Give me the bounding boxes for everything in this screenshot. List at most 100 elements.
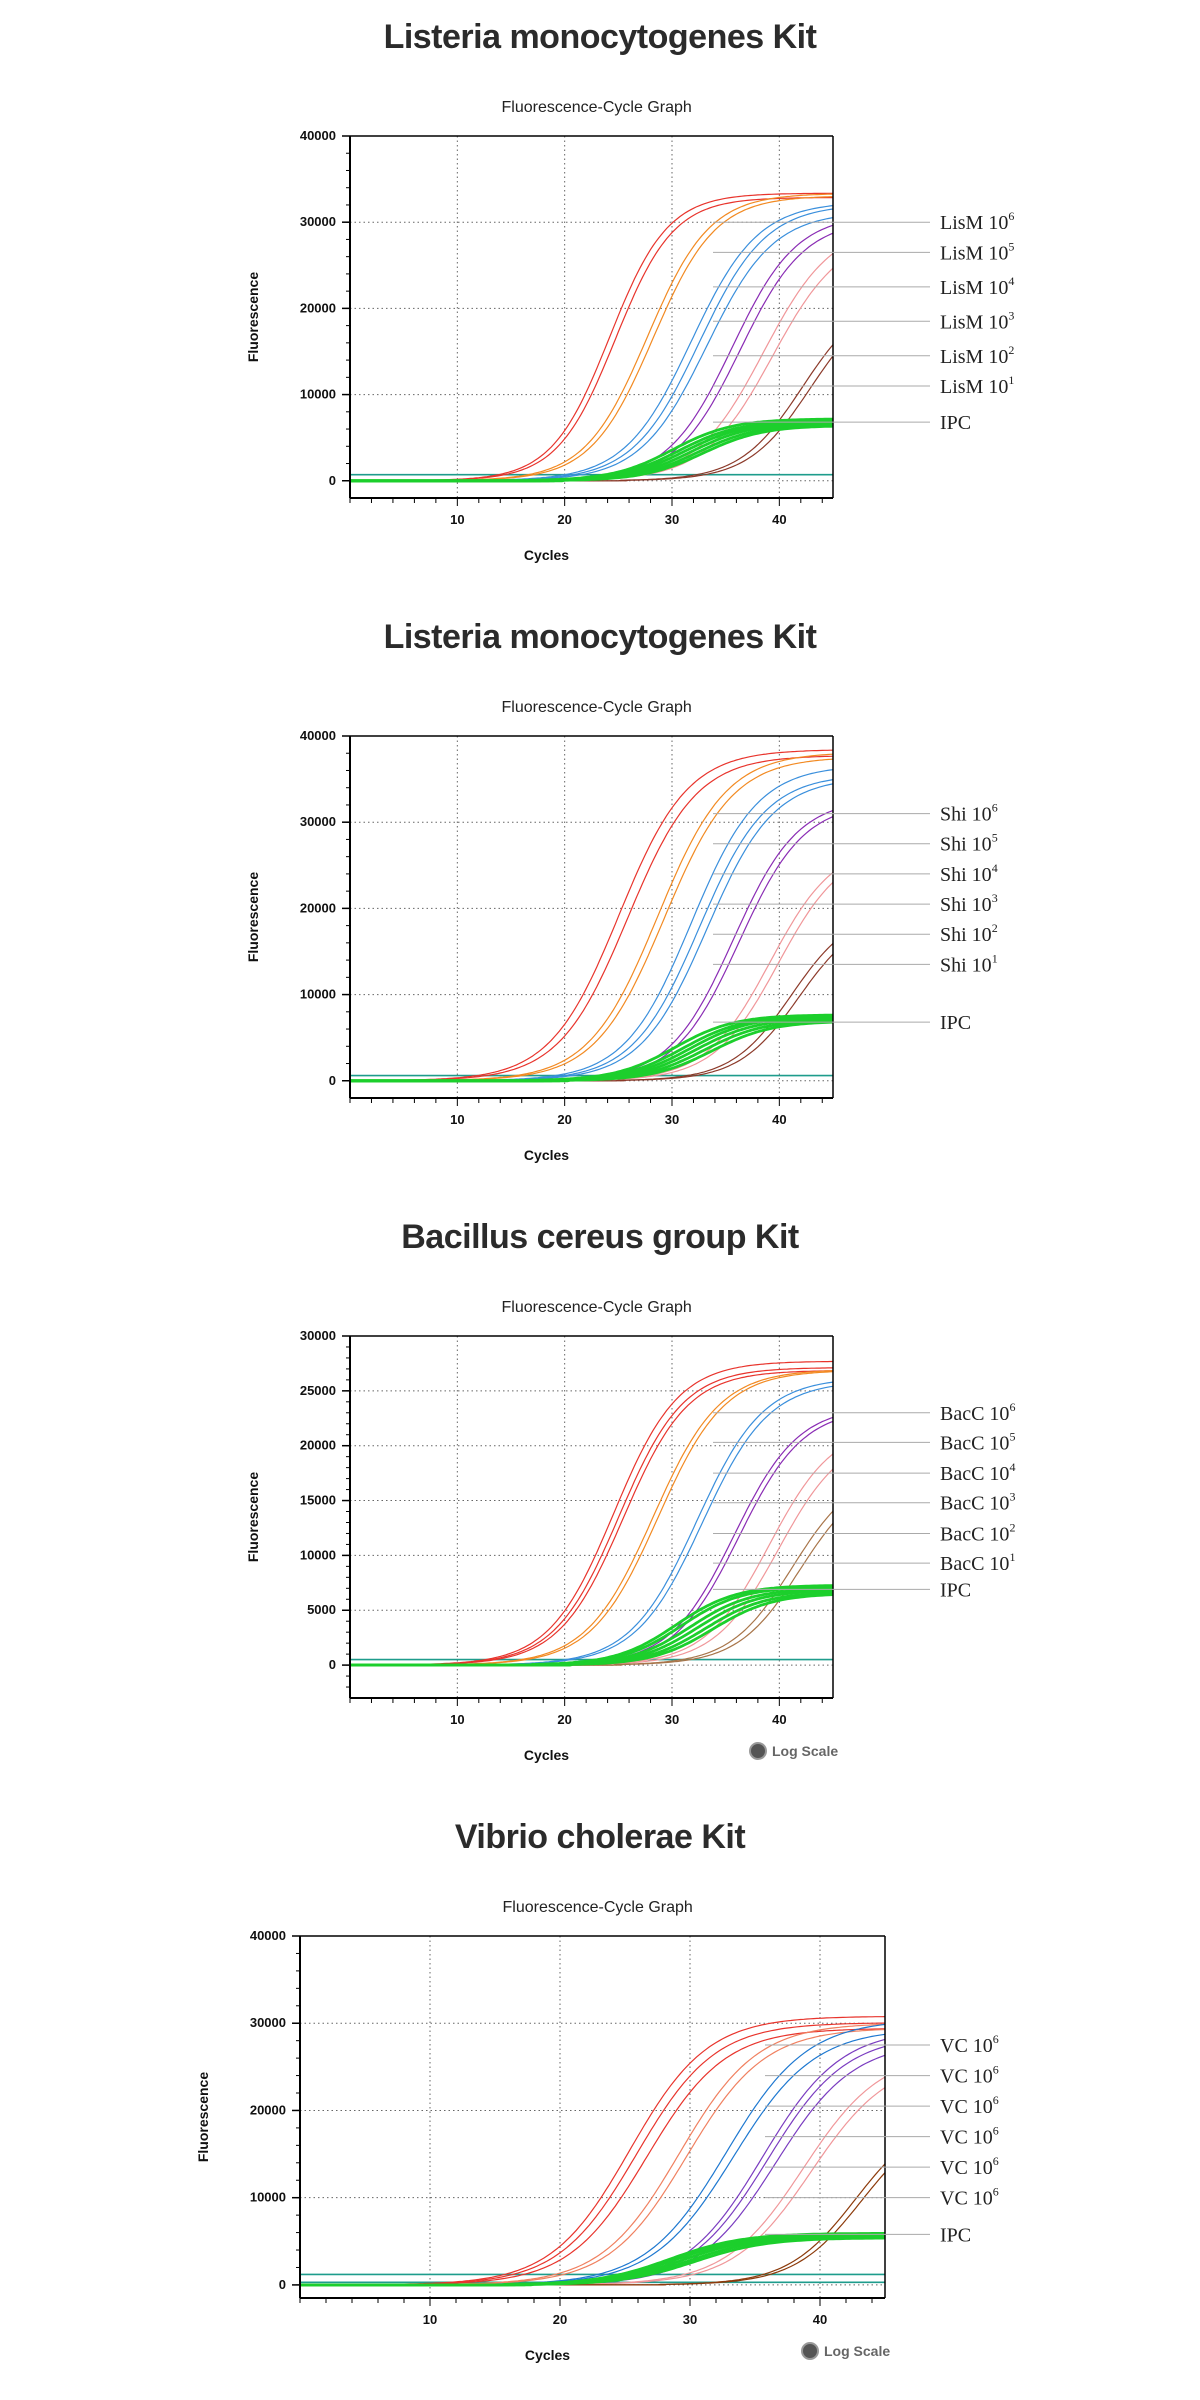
legend-label: BacC 102 (940, 1520, 1015, 1545)
series-curve (350, 192, 833, 482)
series-curve (350, 1468, 833, 1666)
legend-label: BacC 104 (940, 1460, 1015, 1485)
x-tick-label: 10 (450, 1112, 464, 1127)
log-scale-radio-icon (801, 2342, 819, 2360)
graph-title: Fluorescence-Cycle Graph (502, 699, 692, 716)
legend-label: LisM 101 (940, 373, 1014, 398)
legend-label: LisM 105 (940, 239, 1014, 264)
chart-shi: Fluorescence-Cycle Graph 0 10000 20000 30000… (245, 699, 998, 1163)
legend-label: VC 106 (940, 2185, 999, 2210)
y-tick-label: 5000 (307, 1602, 336, 1617)
ipc-curve (350, 1593, 833, 1667)
chart-panel-shi: Listeria monocytogenes Kit Fluorescence-… (0, 600, 1200, 1200)
legend-label: LisM 106 (940, 209, 1014, 234)
series-curve (300, 2172, 885, 2286)
legend-label: IPC (940, 1579, 971, 1601)
y-tick-label: 10000 (300, 387, 336, 402)
series-curve (350, 1360, 833, 1666)
y-tick-label: 10000 (300, 987, 336, 1002)
y-tick-label: 30000 (250, 2015, 286, 2030)
ipc-curve (350, 424, 833, 483)
legend-label: LisM 104 (940, 274, 1014, 299)
legend-label: Shi 106 (940, 801, 998, 826)
series-curve (300, 2023, 885, 2286)
x-axis-label: Cycles (524, 1147, 569, 1163)
series-curve (350, 355, 833, 482)
y-tick-label: 40000 (300, 128, 336, 143)
series-curve (300, 2022, 885, 2286)
legend-label: VC 106 (940, 2154, 999, 2179)
legend-label: IPC (940, 412, 971, 434)
y-tick-label: 20000 (300, 900, 336, 915)
kit-title: Listeria monocytogenes Kit (383, 18, 817, 56)
y-tick-label: 20000 (250, 2102, 286, 2117)
legend-label: LisM 103 (940, 308, 1014, 333)
series-curve (300, 2016, 885, 2286)
legend-label: IPC (940, 2224, 971, 2246)
legend-label: Shi 105 (940, 831, 998, 856)
x-tick-label: 40 (772, 512, 786, 527)
series-curve (300, 2028, 885, 2286)
x-tick-label: 20 (557, 1112, 571, 1127)
y-tick-label: 0 (329, 1657, 336, 1672)
series-curve (350, 344, 833, 482)
legend-label: Shi 104 (940, 861, 998, 886)
series-curve (300, 2076, 885, 2286)
y-tick-label: 25000 (300, 1383, 336, 1398)
ipc-curve (300, 2236, 885, 2287)
y-tick-label: 10000 (300, 1547, 336, 1562)
x-axis-label: Cycles (524, 547, 569, 563)
y-tick-label: 30000 (300, 814, 336, 829)
y-tick-label: 15000 (300, 1493, 336, 1508)
legend-label: BacC 106 (940, 1400, 1015, 1425)
kit-title: Listeria monocytogenes Kit (383, 618, 817, 656)
graph-title: Fluorescence-Cycle Graph (502, 99, 692, 116)
ipc-curve (350, 1020, 833, 1083)
legend-label: VC 106 (940, 2032, 999, 2057)
series-curve (300, 2087, 885, 2286)
x-tick-label: 30 (665, 1112, 679, 1127)
graph-title: Fluorescence-Cycle Graph (503, 1899, 693, 1916)
log-scale-label: Log Scale (824, 2343, 890, 2359)
series-curve (300, 2033, 885, 2286)
series-curve (300, 2163, 885, 2286)
chart-vc: Fluorescence-Cycle Graph 0 10000 20000 30000… (195, 1899, 999, 2363)
x-tick-label: 20 (553, 2312, 567, 2327)
series-curve (300, 2028, 885, 2286)
y-tick-label: 30000 (300, 214, 336, 229)
x-tick-label: 40 (813, 2312, 827, 2327)
y-axis-label: Fluorescence (195, 2072, 211, 2162)
x-tick-label: 30 (665, 512, 679, 527)
y-tick-label: 40000 (250, 1928, 286, 1943)
x-axis-label: Cycles (525, 2347, 570, 2363)
y-axis-label: Fluorescence (245, 272, 261, 362)
series-curve (350, 881, 833, 1082)
x-tick-label: 10 (450, 512, 464, 527)
series-curve (350, 196, 833, 482)
chart-lism: Fluorescence-Cycle Graph 0 10000 20000 30000… (245, 99, 1014, 563)
legend-label: VC 106 (940, 2063, 999, 2088)
x-tick-label: 30 (665, 1712, 679, 1727)
y-tick-label: 10000 (250, 2190, 286, 2205)
y-tick-label: 20000 (300, 300, 336, 315)
legend-label: BacC 101 (940, 1550, 1015, 1575)
curves (350, 749, 833, 1083)
y-tick-label: 0 (279, 2277, 286, 2292)
x-tick-label: 10 (423, 2312, 437, 2327)
series-curve (300, 2054, 885, 2286)
series-curve (300, 2023, 885, 2286)
legend-label: Shi 102 (940, 921, 998, 946)
curves (350, 192, 833, 483)
y-axis-label: Fluorescence (245, 1472, 261, 1562)
series-curve (300, 2045, 885, 2286)
series-curve (300, 2038, 885, 2286)
chart-panel-vc: Vibrio cholerae Kit Fluorescence-Cycle G… (0, 1800, 1200, 2400)
series-curve (350, 1371, 833, 1666)
y-tick-label: 0 (329, 473, 336, 488)
legend-label: LisM 102 (940, 343, 1014, 368)
y-tick-label: 40000 (300, 728, 336, 743)
x-tick-label: 40 (772, 1712, 786, 1727)
legend-label: Shi 101 (940, 951, 998, 976)
legend-label: IPC (940, 1012, 971, 1034)
chart-bacc: Fluorescence-Cycle Graph 0 5000 10000 15000 2… (245, 1299, 1015, 1763)
